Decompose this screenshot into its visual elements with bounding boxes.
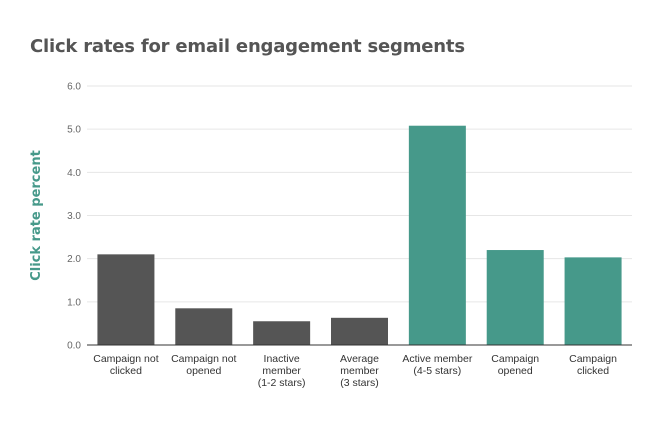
category-label: Campaign not clicked — [93, 353, 158, 377]
gridlines — [87, 85, 632, 303]
y-tick-label: 4.0 — [67, 168, 81, 179]
category-label-line: Campaign — [569, 353, 617, 365]
y-tick-label: 3.0 — [67, 211, 81, 222]
category-label-line: Inactive — [264, 353, 300, 365]
category-label: Inactive member (1-2 stars) — [258, 353, 306, 389]
category-label-line: Campaign — [491, 353, 539, 365]
y-tick-label: 2.0 — [67, 254, 81, 265]
category-label-line: opened — [186, 365, 221, 377]
category-label-line: member — [262, 365, 301, 377]
category-label-line: (3 stars) — [340, 377, 379, 389]
category-label-line: clicked — [577, 365, 609, 377]
y-tick-label: 5.0 — [67, 125, 81, 136]
y-axis-label: Click rate percent — [29, 150, 44, 281]
bar — [175, 308, 233, 345]
bar — [331, 317, 388, 345]
bar — [564, 257, 622, 345]
y-tick-label: 1.0 — [67, 297, 81, 308]
category-label-line: (1-2 stars) — [258, 377, 306, 389]
y-tick-label: 6.0 — [67, 82, 81, 93]
y-tick-labels: 0.0 1.0 2.0 3.0 4.0 5.0 6.0 — [67, 82, 81, 352]
category-label-line: opened — [498, 365, 533, 377]
bar — [97, 254, 155, 345]
category-label-line: Active member — [402, 353, 473, 365]
category-label-line: Campaign not — [93, 353, 158, 365]
category-label-line: clicked — [110, 365, 142, 377]
chart-title: Click rates for email engagement segment… — [30, 36, 465, 57]
category-label: Campaign not opened — [171, 353, 236, 377]
bar — [486, 250, 544, 345]
category-label: Campaign clicked — [569, 353, 617, 377]
bars — [97, 125, 622, 345]
bar — [408, 125, 466, 345]
bar — [253, 321, 311, 345]
category-label: Campaign opened — [491, 353, 539, 377]
y-tick-label: 0.0 — [67, 341, 81, 352]
category-label-line: Average — [340, 353, 379, 365]
category-label-line: member — [340, 365, 379, 377]
category-label: Active member (4-5 stars) — [402, 353, 473, 377]
category-label-line: (4-5 stars) — [413, 365, 461, 377]
category-label: Average member (3 stars) — [340, 353, 379, 389]
category-label-line: Campaign not — [171, 353, 236, 365]
